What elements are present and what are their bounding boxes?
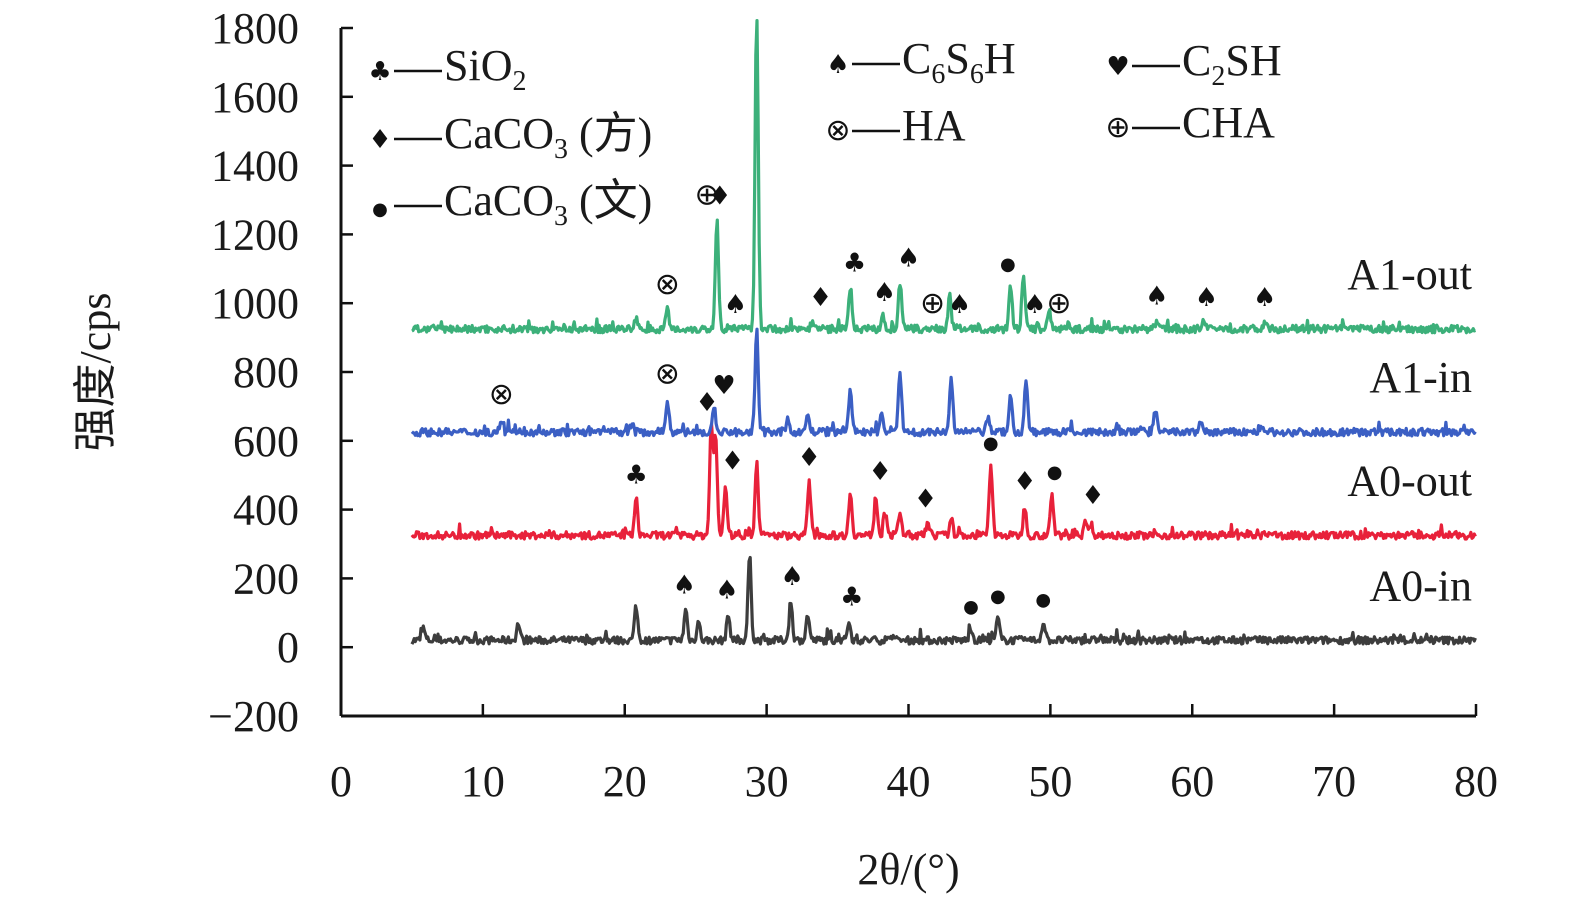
- series-label-A0-out: A0-out: [1347, 456, 1472, 505]
- legend: ♣ SiO2 ♦ CaCO3 (方) ● CaCO3 (文) ♠ C6S6H ⊗ HA ♥ C2SH ⊕…: [368, 34, 1281, 232]
- peak-marker: ♠: [673, 570, 696, 600]
- y-tick-label: 1600: [211, 73, 299, 122]
- peak-marker: ♦: [1013, 467, 1036, 497]
- peak-marker: ♣: [843, 249, 866, 279]
- x-tick-label: 10: [461, 757, 505, 806]
- peak-marker: ●: [983, 433, 999, 454]
- legend-entry: ♣ SiO2: [368, 41, 526, 97]
- series-line-A0-in: [410, 555, 1477, 646]
- series-line-A0-out: [410, 423, 1477, 541]
- peak-marker: ♠: [948, 290, 971, 320]
- legend-symbol: ⊗: [825, 113, 850, 148]
- peak-marker: ♦: [1081, 481, 1104, 511]
- y-tick-label: 1000: [211, 279, 299, 328]
- legend-symbol: ●: [372, 199, 388, 220]
- series-group: A0-in A0-out A1-in A1-out: [410, 19, 1477, 646]
- peak-marker: ♠: [873, 278, 896, 308]
- legend-symbol: ♦: [368, 125, 391, 155]
- peak-marker: ⊕: [694, 178, 719, 213]
- series-label-A1-out: A1-out: [1347, 250, 1472, 299]
- peak-marker: ♦: [809, 283, 832, 313]
- y-tick-label: 1800: [211, 4, 299, 53]
- y-tick-label: −200: [208, 692, 299, 741]
- peak-marker: ⊗: [655, 357, 680, 392]
- peak-marker: ●: [1000, 254, 1016, 275]
- peak-marker: ♠: [724, 290, 747, 320]
- x-tick-label: 80: [1454, 757, 1498, 806]
- peak-marker: ♥: [712, 371, 735, 401]
- x-tick-label: 20: [603, 757, 647, 806]
- y-axis-label: 强度/cps: [71, 293, 120, 452]
- legend-label: CaCO3 (方): [444, 109, 652, 165]
- peak-marker: ♠: [1253, 283, 1276, 313]
- series-line-A1-in: [410, 327, 1477, 438]
- legend-symbol: ♠: [826, 50, 849, 80]
- peak-marker: ♠: [897, 244, 920, 274]
- peak-marker: ●: [1035, 589, 1051, 610]
- peak-marker: ⊗: [489, 377, 514, 412]
- legend-symbol: ♥: [1106, 52, 1129, 82]
- series-label-A1-in: A1-in: [1369, 353, 1472, 402]
- series-label-A0-in: A0-in: [1369, 561, 1472, 610]
- legend-label: C6S6H: [902, 34, 1016, 90]
- legend-entry: ⊗ HA: [825, 101, 965, 150]
- peak-marker: ♦: [914, 484, 937, 514]
- legend-symbol: ⊕: [1105, 110, 1130, 145]
- legend-entry: ♦ CaCO3 (方): [368, 109, 652, 165]
- peak-marker: ♦: [798, 443, 821, 473]
- peak-marker: ♠: [1195, 283, 1218, 313]
- y-tick-label: 0: [277, 623, 299, 672]
- legend-entry: ● CaCO3 (文): [372, 176, 652, 232]
- series-line-A1-out: [411, 19, 1477, 335]
- x-tick-label: 70: [1312, 757, 1356, 806]
- peak-marker: ♠: [1145, 281, 1168, 311]
- y-tick-label: 800: [233, 348, 299, 397]
- peak-marker: ⊗: [655, 267, 680, 302]
- x-axis-label: 2θ/(°): [857, 845, 959, 894]
- axes: −200 0 200 400 600 800 1000 1200 1400 1600 1800 0 10…: [208, 4, 1498, 806]
- peak-marker: ♦: [695, 388, 718, 418]
- peak-marker: ⊕: [920, 286, 945, 321]
- peak-marker: ♦: [708, 182, 731, 212]
- peak-marker: ♠: [715, 576, 738, 606]
- peak-marker: ♣: [840, 582, 863, 612]
- legend-label: C2SH: [1182, 36, 1282, 92]
- peak-marker: ♦: [721, 447, 744, 477]
- peak-marker: ♣: [624, 460, 647, 490]
- legend-label: SiO2: [444, 41, 526, 97]
- legend-entry: ♠ C6S6H: [826, 34, 1015, 90]
- peak-marker: ♠: [781, 562, 804, 592]
- x-tick-label: 40: [887, 757, 931, 806]
- x-tick-label: 60: [1170, 757, 1214, 806]
- peak-annotations: ⊗⊕♠♦♦♣♠♠⊕ ♠●♠ ⊕ ♠ ♠ ♠⊗⊗ ♥♣♦♦ ♦ ♦♦●♦ ●♦♠ ♠ ♠♣ ● ● ●: [489, 178, 1277, 618]
- legend-label: HA: [902, 101, 966, 150]
- peak-marker: ♠: [1023, 290, 1046, 320]
- legend-label: CHA: [1182, 98, 1275, 147]
- legend-label: CaCO3 (文): [444, 176, 652, 232]
- x-tick-label: 50: [1028, 757, 1072, 806]
- peak-marker: ●: [990, 586, 1006, 607]
- peak-marker: ♦: [868, 457, 891, 487]
- x-tick-label: 0: [330, 757, 352, 806]
- peak-marker: ⊕: [1046, 286, 1071, 321]
- y-tick-label: 400: [233, 486, 299, 535]
- legend-symbol: ♣: [368, 57, 391, 87]
- legend-entry: ⊕ CHA: [1105, 98, 1275, 147]
- peak-marker: ●: [1047, 462, 1063, 483]
- legend-entry: ♥ C2SH: [1106, 36, 1281, 92]
- x-tick-label: 30: [745, 757, 789, 806]
- y-tick-label: 600: [233, 417, 299, 466]
- peak-marker: ●: [963, 596, 979, 617]
- y-tick-label: 1200: [211, 210, 299, 259]
- y-tick-label: 200: [233, 554, 299, 603]
- y-tick-label: 1400: [211, 142, 299, 191]
